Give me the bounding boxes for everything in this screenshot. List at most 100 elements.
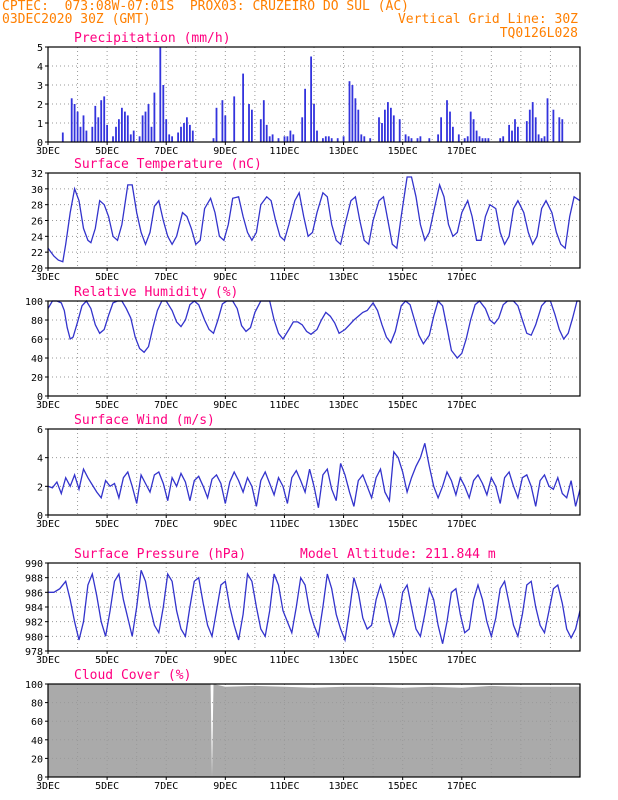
precip-bar: [251, 109, 253, 142]
precip-bar: [475, 130, 478, 142]
panel-1-ytick-label: 0: [37, 138, 43, 149]
precip-bar: [301, 117, 304, 142]
panel-1-xtick-label: 11DEC: [269, 146, 299, 157]
precip-bar: [283, 136, 286, 142]
panel-2-ytick-label: 22: [31, 248, 43, 259]
panel-1-frame: [47, 46, 581, 143]
panel-1-xtick-label: 3DEC: [36, 146, 60, 157]
precip-bar: [351, 85, 354, 142]
panel-1-ytick-label: 2: [37, 100, 43, 111]
panel-2-series-line: [47, 176, 581, 263]
precip-bar: [224, 115, 227, 142]
precip-bar: [354, 98, 357, 142]
panel-6-title: Cloud Cover (%): [74, 668, 191, 683]
panel-5-series-line: [48, 570, 581, 644]
panel-1-ytick-label: 1: [37, 119, 43, 130]
panel-2-ytick-label: 20: [31, 264, 43, 275]
panel-1-title: Precipitation (mm/h): [74, 31, 231, 46]
panel-2-xtick-label: 15DEC: [388, 272, 418, 283]
panel-1-xtick-label: 15DEC: [388, 146, 418, 157]
precip-bar: [61, 132, 64, 142]
panel-3-ytick-label: 40: [31, 354, 43, 365]
panel-1-ytick-label: 5: [37, 43, 43, 54]
precip-bar: [484, 138, 487, 142]
panel-1-ytick-label: 3: [37, 81, 43, 92]
panel-6-xtick-label: 11DEC: [269, 781, 299, 792]
precip-bar: [546, 98, 549, 142]
precip-bar: [162, 85, 165, 142]
precip-bar: [472, 119, 475, 142]
precip-bar: [73, 104, 76, 142]
precip-bar: [70, 98, 73, 142]
panel-5-xtick-label: 11DEC: [269, 655, 299, 666]
precip-bar: [478, 136, 481, 142]
panel-3-ytick-label: 60: [31, 335, 43, 346]
precip-bar: [324, 136, 327, 142]
panel-6-ytick-label: 80: [31, 699, 43, 710]
panel-5-xtick-label: 17DEC: [447, 655, 477, 666]
panel-6-xtick-label: 15DEC: [388, 781, 418, 792]
panel-5-ytick-label: 980: [25, 632, 43, 643]
precip-bar: [537, 134, 540, 142]
precip-bar: [171, 136, 173, 142]
precip-bar: [121, 107, 123, 142]
panel-5-ytick-label: 986: [25, 588, 43, 599]
precip-bar: [452, 126, 454, 142]
panel-6-frame: [47, 683, 581, 778]
precip-bar: [322, 138, 324, 142]
precip-bar: [132, 130, 135, 142]
panel-3-xtick-label: 11DEC: [269, 400, 299, 411]
panel-5-xtick-label: 15DEC: [388, 655, 418, 666]
precip-bar: [112, 136, 114, 142]
panel-2-ytick-label: 32: [31, 169, 43, 180]
precip-bar: [525, 121, 528, 142]
precip-bar: [407, 136, 410, 142]
precip-bar: [292, 134, 295, 142]
panel-4-title: Surface Wind (m/s): [74, 413, 215, 428]
panel-4-xtick-label: 3DEC: [36, 519, 60, 530]
panel-2-xtick-label: 9DEC: [213, 272, 237, 283]
panel-1-xtick-label: 17DEC: [447, 146, 477, 157]
precip-bar: [138, 136, 141, 142]
precip-bar: [404, 134, 407, 142]
panel-5-ytick-label: 982: [25, 618, 43, 629]
precip-bar: [221, 100, 224, 142]
precip-bar: [499, 138, 502, 142]
precip-bar: [463, 138, 466, 142]
panel-1-ytick-label: 4: [37, 62, 43, 73]
panel-5-ytick-label: 984: [25, 603, 43, 614]
panel-2-ytick-label: 30: [31, 185, 43, 196]
header-code: TQ0126L028: [499, 26, 578, 41]
precip-bar: [561, 119, 564, 142]
panel-2-ytick-label: 28: [31, 201, 43, 212]
panel-6-ytick-label: 20: [31, 754, 43, 765]
precip-bar: [186, 117, 188, 142]
panel-3-xtick-label: 3DEC: [36, 400, 60, 411]
panel-4-xtick-label: 13DEC: [329, 519, 359, 530]
panel-5-xtick-label: 7DEC: [154, 655, 178, 666]
panel-5-xtick-label: 9DEC: [213, 655, 237, 666]
panel-5-xtick-label: 3DEC: [36, 655, 60, 666]
precip-bar: [540, 138, 543, 142]
precip-bar: [534, 117, 537, 142]
precip-bar: [440, 117, 442, 142]
precip-bar: [416, 138, 419, 142]
precip-bar: [153, 92, 156, 142]
panel-4-series-line: [47, 443, 581, 508]
precip-bar: [384, 109, 386, 142]
panel-2-xtick-label: 5DEC: [95, 272, 119, 283]
precip-bar: [100, 100, 103, 142]
panel-3-xtick-label: 5DEC: [95, 400, 119, 411]
precip-bar: [115, 126, 117, 142]
precip-bar: [141, 115, 144, 142]
panel-3-xtick-label: 13DEC: [329, 400, 359, 411]
panel-3-title: Relative Humidity (%): [74, 285, 238, 300]
panel-6-xtick-label: 9DEC: [213, 781, 237, 792]
panel-6-ytick-label: 40: [31, 736, 43, 747]
precip-bar: [531, 102, 534, 142]
precip-bar: [469, 111, 472, 142]
precip-bar: [183, 123, 185, 142]
precip-bar: [310, 56, 312, 142]
panel-5-ytick-label: 990: [25, 559, 43, 570]
